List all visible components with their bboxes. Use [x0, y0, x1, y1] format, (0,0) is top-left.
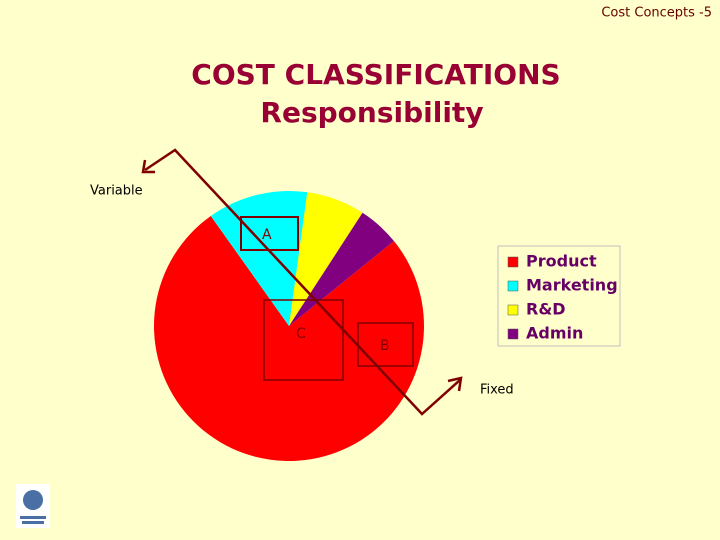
- annotation: Variable: [90, 184, 143, 199]
- pie-slice: [153, 215, 424, 461]
- chart-subtitle: Responsibility: [260, 96, 483, 129]
- annotation: Fixed: [480, 383, 514, 398]
- legend-box: [497, 245, 621, 347]
- arrow-head: [141, 159, 155, 174]
- logo-text: [20, 516, 46, 519]
- logo-text: [22, 521, 44, 524]
- legend-swatch: [507, 256, 519, 268]
- arrow-line: [144, 148, 461, 416]
- arrow-head: [447, 376, 463, 392]
- annotation: C: [296, 326, 306, 342]
- annotation: B: [380, 338, 390, 354]
- legend: Product Marketing R&D Admin: [507, 252, 618, 343]
- annotation: A: [262, 227, 272, 243]
- overlay: Variable Fixed A B C: [90, 148, 514, 416]
- pie: [153, 190, 424, 461]
- legend-label: Marketing: [526, 276, 618, 295]
- pie-slice: [210, 190, 308, 326]
- chart-title: COST CLASSIFICATIONS: [191, 58, 560, 91]
- legend-swatch: [507, 304, 519, 316]
- pie-slice: [289, 212, 394, 326]
- legend-label: Product: [526, 252, 597, 271]
- legend-swatch: [507, 328, 519, 340]
- legend-label: Admin: [526, 324, 583, 343]
- box-c: [263, 299, 344, 381]
- legend-swatch: [507, 280, 519, 292]
- logo-emblem: [23, 490, 43, 510]
- legend-label: R&D: [526, 300, 566, 319]
- logo: [16, 484, 50, 528]
- header: Cost Concepts -5: [601, 6, 712, 21]
